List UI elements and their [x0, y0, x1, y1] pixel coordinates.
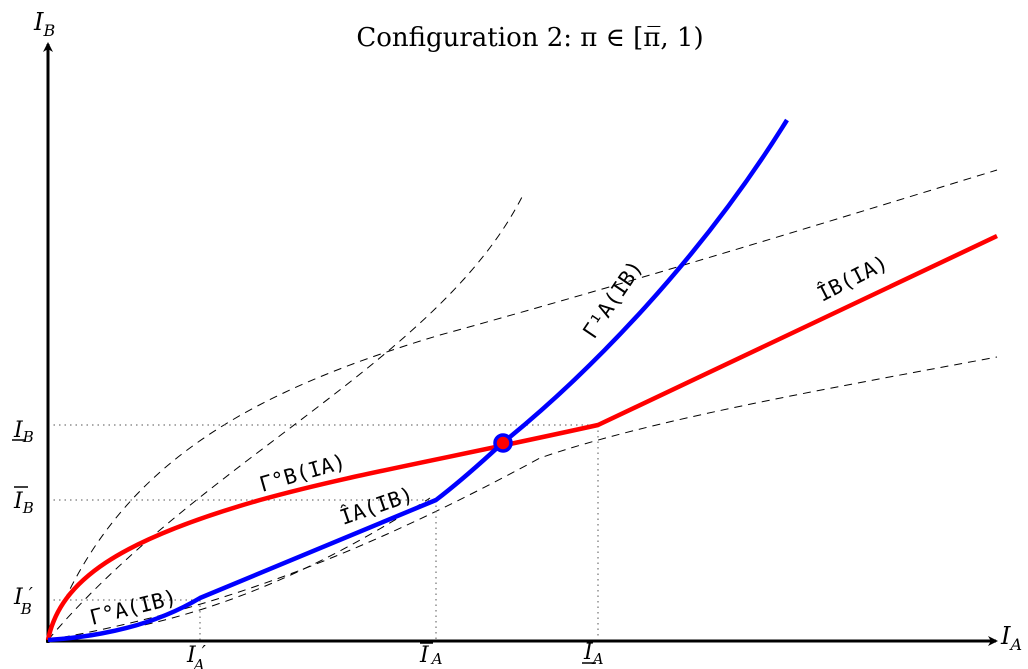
svg-text:IB: IB — [13, 489, 34, 517]
svg-text:IA: IA — [583, 640, 604, 668]
axes — [43, 42, 998, 646]
y-tick-over-sub: B — [22, 499, 34, 517]
x-tick-prime: I ′ A — [186, 642, 206, 669]
blue-best-response-curve — [47, 118, 789, 643]
dashed-curve-lower — [47, 356, 998, 641]
y-tick-prime: I ′ B — [13, 584, 33, 618]
x-tick-prime-mark: ′ — [202, 642, 206, 663]
x-tick-over-base: I — [419, 643, 430, 668]
y-tick-over-base: I — [13, 489, 24, 514]
x-tick-under-base: I — [583, 640, 594, 665]
x-tick-under-sub: A — [591, 650, 604, 668]
x-tick-under: IA — [582, 640, 604, 668]
y-tick-prime-base: I — [13, 585, 24, 610]
dashed-curve-steep — [47, 194, 524, 641]
dotted-guides — [48, 424, 599, 640]
y-tick-over: IB — [13, 486, 34, 517]
x-axis-title-sub: A — [1008, 635, 1022, 654]
svg-text:IA: IA — [1000, 622, 1022, 654]
diagram-title: Configuration 2: π ∈ [π̅, 1) — [356, 23, 703, 53]
y-tick-under-base: I — [13, 418, 24, 443]
y-axis-title-sub: B — [42, 21, 55, 40]
label-gamma1-a: Γ¹A(IB) — [578, 256, 647, 343]
dashed-helper-curves — [47, 169, 998, 641]
label-ihat-b: ÎB(IA) — [813, 250, 892, 307]
x-tick-over-sub: A — [430, 650, 443, 668]
x-axis-title: IA — [1000, 622, 1022, 654]
svg-text:I′A: I ′ A — [186, 642, 206, 669]
x-tick-prime-base: I — [186, 643, 197, 668]
red-best-response-curve — [45, 233, 998, 641]
svg-text:I′B: I ′ B — [13, 584, 33, 618]
y-tick-prime-sub: B — [20, 600, 32, 618]
svg-text:IA: IA — [419, 643, 443, 668]
label-gamma0-a: Γ°A(IB) — [87, 585, 179, 630]
y-axis-title: IB — [33, 8, 55, 40]
svg-text:IB: IB — [13, 418, 34, 446]
y-tick-under-sub: B — [22, 428, 34, 446]
x-axis-title-base: I — [1000, 622, 1011, 650]
equilibrium-point — [493, 433, 513, 453]
y-tick-prime-mark: ′ — [29, 584, 33, 605]
svg-text:IB: IB — [33, 8, 55, 40]
y-axis-title-base: I — [33, 8, 44, 36]
y-tick-under: IB — [12, 418, 34, 446]
x-tick-prime-sub: A — [192, 656, 205, 669]
dashed-curve-upper — [47, 169, 998, 641]
